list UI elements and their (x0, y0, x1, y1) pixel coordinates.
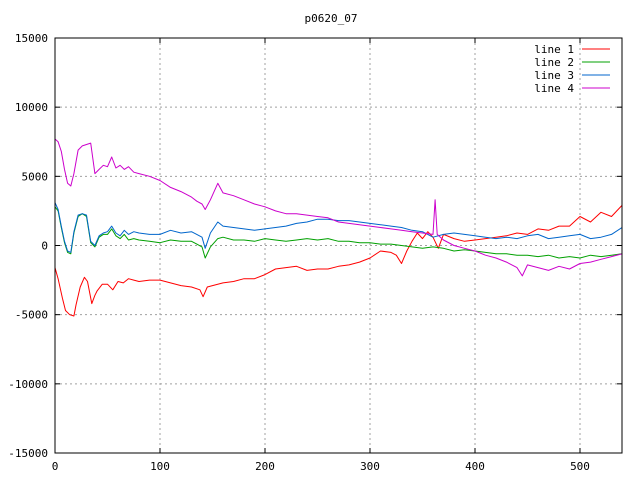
x-tick-label: 200 (255, 460, 275, 473)
series-line-3 (55, 202, 622, 253)
chart-title: p0620_07 (305, 12, 358, 25)
series-line-1 (55, 205, 622, 317)
legend-label: line 2 (534, 56, 574, 69)
series-layer (55, 138, 622, 317)
y-tick-label: 0 (41, 240, 48, 253)
x-tick-label: 400 (465, 460, 485, 473)
series-line-4 (55, 138, 622, 277)
y-tick-label: 15000 (15, 32, 48, 45)
series-line-2 (55, 206, 622, 259)
y-tick-label: -5000 (15, 309, 48, 322)
legend-label: line 1 (534, 43, 574, 56)
y-tick-label: 5000 (22, 170, 49, 183)
x-tick-label: 300 (360, 460, 380, 473)
y-tick-label: -10000 (8, 378, 48, 391)
x-tick-label: 100 (150, 460, 170, 473)
x-tick-label: 0 (52, 460, 59, 473)
legend-label: line 3 (534, 69, 574, 82)
y-tick-label: 10000 (15, 101, 48, 114)
grid-layer (55, 38, 622, 453)
legend-label: line 4 (534, 82, 574, 95)
x-tick-label: 500 (570, 460, 590, 473)
axis-layer: 0 100 200 300 400 500 -15000 -10000 -5000 0 5000 10… (8, 32, 622, 473)
y-tick-label: -15000 (8, 447, 48, 460)
